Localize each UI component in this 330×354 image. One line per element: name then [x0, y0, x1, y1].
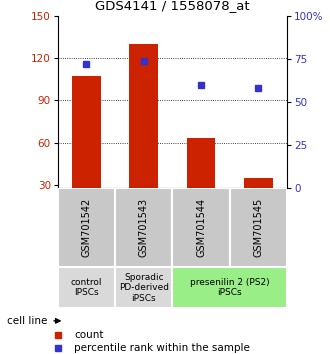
Bar — [115, 267, 172, 308]
Bar — [115, 188, 172, 267]
Text: count: count — [74, 330, 104, 340]
Bar — [172, 188, 230, 267]
Bar — [58, 267, 115, 308]
Bar — [172, 267, 287, 308]
Text: percentile rank within the sample: percentile rank within the sample — [74, 343, 250, 354]
Bar — [129, 44, 158, 188]
Bar — [230, 188, 287, 267]
Bar — [58, 188, 115, 267]
Title: GDS4141 / 1558078_at: GDS4141 / 1558078_at — [95, 0, 250, 12]
Text: GSM701543: GSM701543 — [139, 198, 149, 257]
Text: presenilin 2 (PS2)
iPSCs: presenilin 2 (PS2) iPSCs — [190, 278, 270, 297]
Text: GSM701545: GSM701545 — [253, 198, 263, 257]
Text: GSM701542: GSM701542 — [82, 198, 91, 257]
Text: control
IPSCs: control IPSCs — [71, 278, 102, 297]
Bar — [72, 76, 101, 188]
Bar — [244, 178, 273, 188]
Text: Sporadic
PD-derived
iPSCs: Sporadic PD-derived iPSCs — [119, 273, 169, 303]
Text: cell line: cell line — [7, 316, 47, 326]
Text: GSM701544: GSM701544 — [196, 198, 206, 257]
Bar — [187, 138, 215, 188]
